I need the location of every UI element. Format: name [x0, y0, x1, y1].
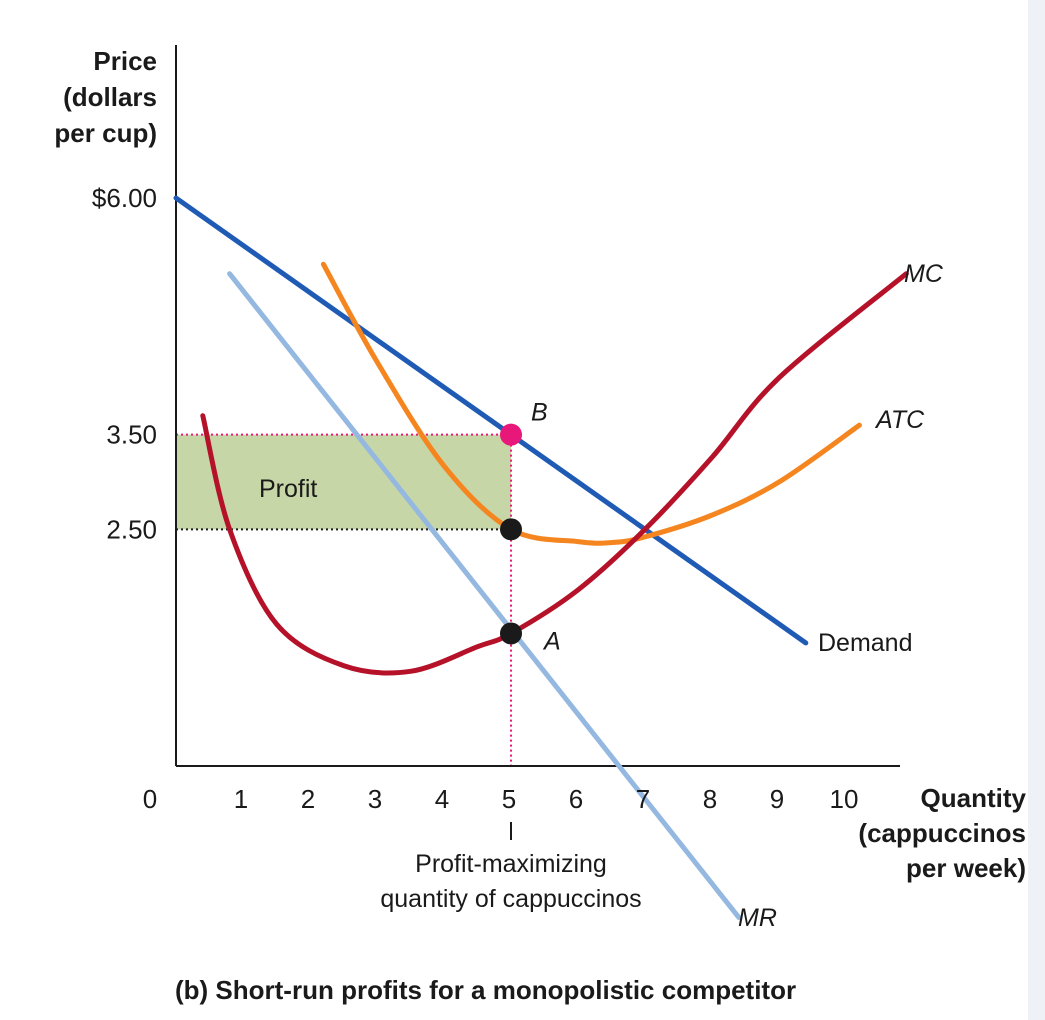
x-tick-label: 6 — [569, 784, 583, 814]
chart-caption: (b) Short-run profits for a monopolistic… — [175, 975, 796, 1005]
x-tick-label: 3 — [368, 784, 382, 814]
demand-curve — [173, 195, 809, 646]
point-b-label: B — [531, 399, 548, 427]
annotation-line-1: Profit-maximizing — [415, 850, 607, 878]
mc-curve — [200, 271, 909, 676]
y-axis-title-line-1: Price — [93, 46, 157, 76]
y-tick-label: $6.00 — [92, 183, 157, 213]
x-axis-title-line-2: (cappuccinos — [858, 818, 1026, 848]
point-atc-at-q5 — [500, 518, 522, 541]
x-tick-label: 9 — [770, 784, 784, 814]
mc-label: MC — [904, 260, 944, 288]
mr-label: MR — [738, 904, 777, 932]
annotation-line-2: quantity of cappuccinos — [380, 885, 641, 913]
x-tick-label: 7 — [636, 784, 650, 814]
profit-label: Profit — [259, 475, 317, 503]
x-tick-label: 2 — [301, 784, 315, 814]
x-tick-label: 10 — [830, 784, 859, 814]
atc-label: ATC — [874, 406, 925, 434]
x-axis-title-line-3: per week) — [906, 853, 1026, 883]
point-a-label: A — [542, 627, 561, 655]
point-a — [500, 622, 522, 645]
atc-curve — [320, 261, 862, 546]
point-b — [500, 423, 522, 446]
x-axis-title-line-1: Quantity — [921, 783, 1027, 813]
demand-label: Demand — [818, 629, 913, 657]
x-tick-label: 8 — [703, 784, 717, 814]
y-axis-title-line-3: per cup) — [54, 118, 157, 148]
x-tick-label: 0 — [143, 784, 157, 814]
x-tick-label: 1 — [234, 784, 248, 814]
y-axis-title-line-2: (dollars — [63, 82, 157, 112]
y-tick-label: 2.50 — [106, 514, 157, 544]
x-tick-label: 5 — [502, 784, 516, 814]
mr-curve — [227, 271, 742, 920]
x-tick-label: 4 — [435, 784, 449, 814]
y-tick-label: 3.50 — [106, 420, 157, 450]
right-margin-strip — [1028, 0, 1045, 1020]
